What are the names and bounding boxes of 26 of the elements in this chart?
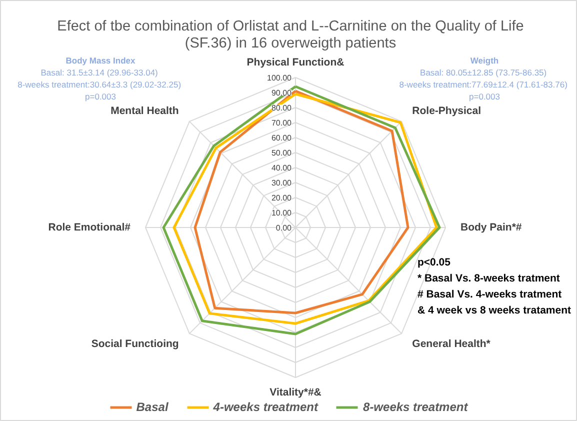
spoke-label: Physical Function& [246, 56, 345, 68]
spoke-label: Role-Physical [412, 104, 482, 117]
y-tick-label: 0.00 [276, 224, 292, 232]
text: Body Mass Index Basal: 31.5±3.14 (29.96-33.04) 8-weeks treatment:30.64±3.3 (29.02-32.25) p=0.003 [18, 56, 182, 102]
y-tick-label: 10.00 [271, 208, 292, 218]
y-tick-label: 100.00 [267, 74, 292, 82]
legend-label: 4-weeks treatment [213, 400, 318, 414]
chart-title: Efect of tbe combination of Orlistat and L--Carnitine on the Quality of Life (SF.36) in 16 overweigth patients [57, 18, 524, 52]
y-tick-label: 80.00 [271, 104, 292, 112]
y-tick-label: 60.00 [271, 134, 292, 142]
y-tick-label: 40.00 [271, 164, 292, 172]
spoke-label: Role Emotional# [48, 222, 131, 234]
y-tick-label: 70.00 [271, 118, 292, 128]
spoke-label: General Health* [412, 338, 492, 350]
y-tick-label: 50.00 [271, 148, 292, 158]
spoke-label: Body Pain*# [460, 222, 522, 234]
spoke-label: Vitality*#& [270, 386, 322, 398]
text: Weigth Basal: 80.05±12.85 (73.75-86.35) 8-weeks treatment:77.69±12.4 (71.61-83.76) p=0.003 [399, 56, 568, 102]
text: p<0.05 * Basal Vs. 8-weeks tratment # Basal Vs. 4-weeks tratment & 4 week vs 8 weeks tratament [418, 256, 572, 316]
y-tick-label: 20.00 [271, 194, 292, 202]
spoke-label: Social Functioing [91, 338, 179, 350]
spoke-label: Mental Health [110, 104, 179, 117]
y-tick-label: 90.00 [271, 88, 292, 98]
y-tick-label: 30.00 [271, 178, 292, 188]
legend-label: 8-weeks treatment [363, 400, 468, 414]
legend-label: Basal [136, 400, 168, 414]
